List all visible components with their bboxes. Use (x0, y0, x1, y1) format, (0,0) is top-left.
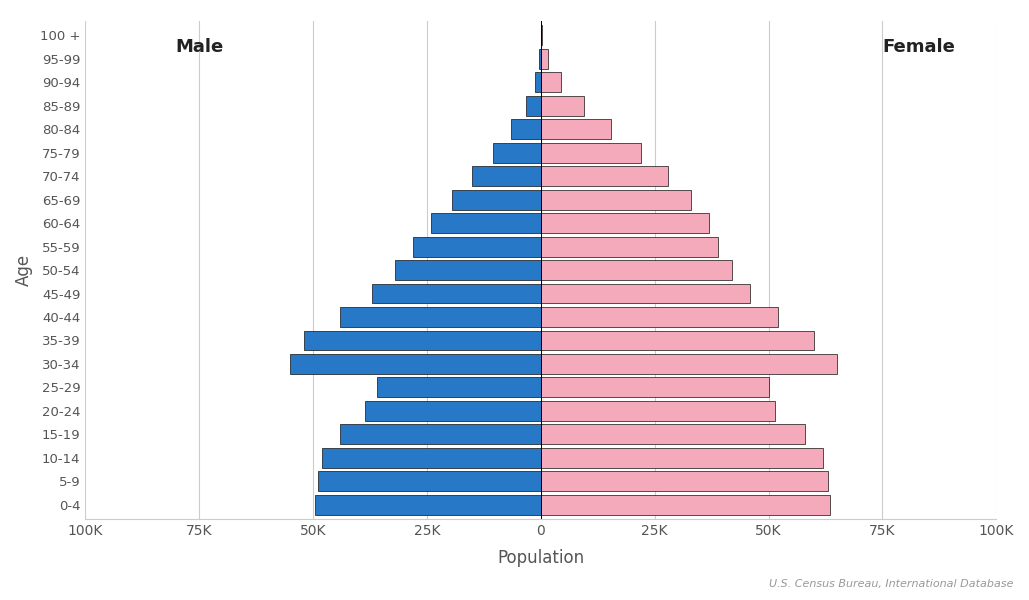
Text: Male: Male (175, 38, 223, 56)
Bar (414, 236, 541, 257)
Bar (315, 495, 541, 515)
Bar (541, 472, 827, 491)
Bar (304, 331, 541, 350)
Bar (539, 49, 541, 68)
Bar (535, 72, 541, 92)
Bar (541, 236, 718, 257)
Bar (541, 119, 611, 139)
Bar (541, 284, 750, 304)
Bar (290, 354, 541, 374)
Bar (365, 401, 541, 421)
Bar (541, 190, 691, 209)
Bar (541, 72, 561, 92)
Bar (541, 448, 823, 468)
Text: Female: Female (883, 38, 955, 56)
Bar (541, 307, 778, 327)
Bar (541, 401, 776, 421)
Bar (541, 95, 584, 116)
Bar (541, 49, 547, 68)
Bar (541, 213, 709, 233)
Bar (493, 143, 541, 163)
Bar (541, 25, 542, 45)
Bar (318, 472, 541, 491)
Bar (541, 424, 805, 445)
Bar (431, 213, 541, 233)
Text: U.S. Census Bureau, International Database: U.S. Census Bureau, International Databa… (769, 579, 1014, 589)
Bar (341, 307, 541, 327)
X-axis label: Population: Population (497, 549, 584, 567)
Bar (395, 260, 541, 280)
Bar (526, 95, 541, 116)
Bar (541, 495, 830, 515)
Bar (541, 354, 837, 374)
Bar (541, 260, 732, 280)
Y-axis label: Age: Age (15, 254, 33, 286)
Bar (372, 284, 541, 304)
Bar (472, 166, 541, 186)
Bar (541, 143, 641, 163)
Bar (341, 424, 541, 445)
Bar (541, 166, 669, 186)
Bar (511, 119, 541, 139)
Bar (322, 448, 541, 468)
Bar (541, 331, 814, 350)
Bar (377, 377, 541, 397)
Bar (452, 190, 541, 209)
Bar (541, 377, 769, 397)
